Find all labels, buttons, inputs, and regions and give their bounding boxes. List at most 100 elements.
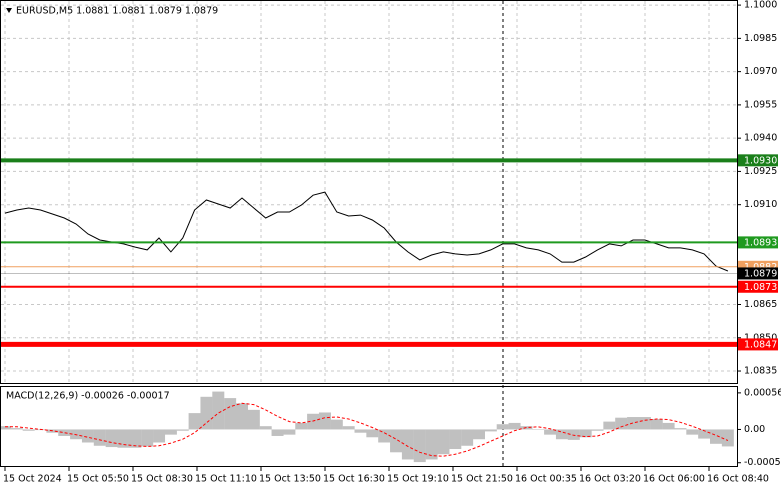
macd-bar [378, 429, 391, 443]
level-label: 1.0882 [744, 262, 777, 273]
x-tick-label: 16 Oct 08:40 [707, 474, 769, 485]
macd-bar [81, 429, 94, 443]
macd-bar [176, 429, 189, 431]
macd-bar [650, 418, 663, 430]
macd-bar [247, 409, 260, 430]
macd-bar [686, 429, 699, 435]
level-label-box [738, 338, 778, 351]
signal-line [5, 402, 729, 457]
x-tick-label: 16 Oct 03:20 [579, 474, 641, 485]
y-tick-label: 1.0955 [744, 99, 777, 110]
macd-bar [674, 428, 687, 430]
macd-bar [93, 429, 106, 446]
macd-bar [638, 417, 651, 430]
macd-bar [721, 429, 734, 447]
level-label: 1.0893 [744, 237, 777, 248]
macd-bar [342, 426, 355, 430]
macd-bar [425, 429, 438, 460]
level-label: 1.0930 [744, 155, 777, 166]
macd-bar [259, 426, 272, 430]
level-label-box [738, 280, 778, 293]
macd-bar [153, 429, 166, 443]
level-label: 1.0847 [744, 339, 777, 350]
macd-bar [307, 413, 320, 430]
macd-bar [698, 429, 711, 439]
macd-bar [496, 424, 509, 430]
x-tick-label: 16 Oct 00:35 [515, 474, 577, 485]
price-line [4, 191, 729, 272]
macd-bar [129, 429, 142, 448]
x-tick-label: 16 Oct 06:00 [643, 474, 705, 485]
level-label: 1.0873 [744, 282, 777, 293]
macd-frame [0, 386, 738, 467]
macd-bar [662, 422, 675, 430]
y-tick-label: 0.00056 [744, 387, 781, 398]
x-tick-label: 15 Oct 11:10 [195, 474, 257, 485]
macd-bar [318, 412, 331, 430]
macd-bar [10, 428, 23, 430]
macd-bar [413, 429, 426, 463]
grid: 1.10001.09851.09701.09551.09401.09251.09… [1, 0, 781, 468]
y-tick-label: 1.0925 [744, 166, 777, 177]
macd-bar [366, 429, 379, 438]
x-tick-label: 15 Oct 19:10 [387, 474, 449, 485]
y-tick-label: 1.0910 [744, 199, 777, 210]
y-tick-label: 1.0850 [744, 332, 777, 343]
level-label-box [738, 154, 778, 167]
macd-bar [508, 422, 521, 430]
macd-bar [567, 429, 580, 440]
macd-bar [437, 429, 450, 455]
macd-bar [461, 429, 474, 446]
macd-bar [22, 429, 35, 431]
y-tick-label: 1.0985 [744, 33, 777, 44]
macd-bar [401, 429, 414, 460]
y-tick-label: -0.00051 [744, 457, 781, 468]
macd-bar [627, 417, 640, 430]
macd-bar [164, 429, 177, 435]
macd-bar [615, 417, 628, 430]
macd-bar [283, 429, 296, 435]
macd-bar [532, 429, 545, 430]
y-tick-label: 1.0835 [744, 366, 777, 377]
chart-title: EURUSD,M5 1.0881 1.0881 1.0879 1.0879 [16, 6, 218, 17]
price-frame [0, 0, 738, 384]
macd-bar [449, 429, 462, 450]
y-tick-label: 0.00 [744, 424, 765, 435]
macd-bar [295, 422, 308, 430]
macd-title: MACD(12,26,9) -0.00026 -0.00017 [6, 391, 170, 402]
macd-bar [188, 413, 201, 430]
macd-bar [0, 426, 11, 430]
x-tick-label: 15 Oct 2024 [3, 474, 62, 485]
macd-bar [484, 429, 497, 432]
x-tick-label: 15 Oct 13:50 [259, 474, 321, 485]
macd-bar [105, 429, 118, 448]
level-label-box [738, 267, 778, 280]
macd-bar [224, 398, 237, 430]
x-tick-label: 15 Oct 05:50 [67, 474, 129, 485]
y-tick-label: 1.0865 [744, 299, 777, 310]
macd-bar [555, 429, 568, 440]
macd-bar [271, 429, 284, 436]
macd-bar [354, 429, 367, 433]
macd-bar [390, 429, 403, 453]
macd-bar [473, 429, 485, 440]
menu-arrow[interactable] [6, 8, 12, 13]
macd-bar [141, 429, 154, 447]
macd-bar [591, 429, 604, 431]
x-tick-label: 15 Oct 21:50 [451, 474, 513, 485]
y-tick-label: 1.1000 [744, 0, 777, 11]
macd-bar [236, 403, 248, 430]
level-label: 1.0879 [744, 268, 777, 279]
macd-bar [212, 391, 225, 430]
macd-bar [200, 396, 213, 430]
y-tick-label: 1.0940 [744, 133, 777, 144]
macd-bar [579, 429, 592, 438]
macd-bar [544, 429, 557, 435]
macd-bar [603, 421, 616, 430]
level-label-box [738, 236, 778, 249]
y-tick-label: 1.0970 [744, 66, 777, 77]
macd-bar [330, 419, 343, 430]
